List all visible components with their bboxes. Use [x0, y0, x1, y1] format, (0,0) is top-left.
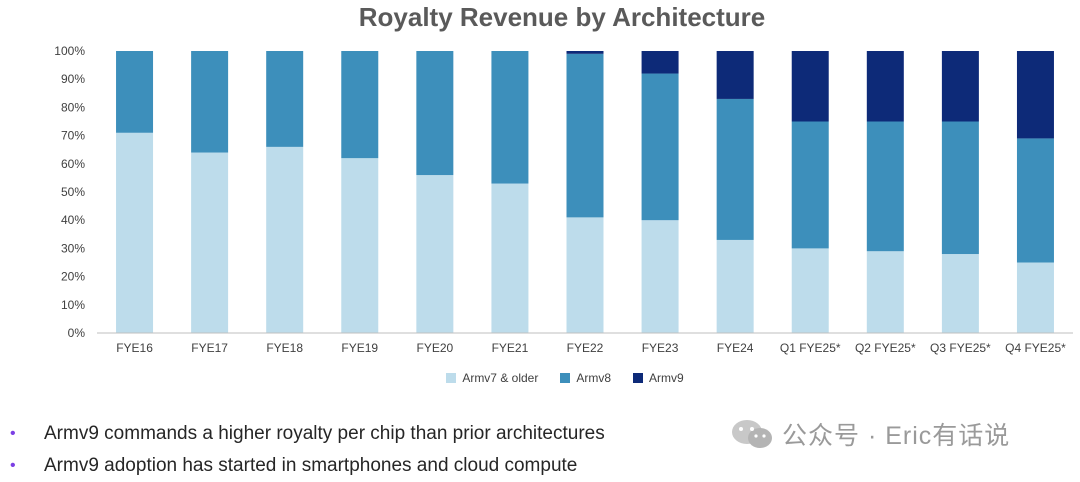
bar-segment-armv8-q2-fye25-: [866, 121, 904, 252]
y-tick-label: 70%: [61, 129, 85, 143]
bar-segment-armv7-older-fye21: [491, 183, 529, 333]
y-tick-label: 10%: [61, 298, 85, 312]
y-tick-label: 40%: [61, 213, 85, 227]
bullet-dot-icon: •: [10, 425, 16, 442]
bar-segment-armv9-q3-fye25-: [941, 51, 979, 122]
legend-item-armv8: Armv8: [560, 371, 611, 385]
bar-segment-armv8-q3-fye25-: [941, 121, 979, 255]
bullet-item: • Armv9 commands a higher royalty per ch…: [10, 418, 605, 450]
bar-segment-armv8-fye17: [191, 51, 229, 153]
legend-swatch-armv7: [446, 373, 457, 383]
bar-segment-armv8-q1-fye25-: [791, 121, 829, 249]
x-tick-label: FYE16: [116, 341, 153, 355]
bar-segment-armv7-older-q4-fye25-: [1016, 262, 1054, 333]
x-tick-label: Q3 FYE25*: [930, 341, 991, 355]
x-tick-label: FYE18: [266, 341, 303, 355]
bullet-list: • Armv9 commands a higher royalty per ch…: [10, 418, 605, 482]
y-tick-label: 50%: [61, 185, 85, 199]
bar-segment-armv8-fye18: [266, 51, 304, 147]
x-tick-label: FYE17: [191, 341, 228, 355]
y-tick-label: 0%: [68, 326, 86, 340]
legend-label-armv9: Armv9: [649, 371, 684, 385]
x-tick-label: FYE19: [341, 341, 378, 355]
y-axis: 0% 10% 20% 30% 40% 50% 60% 70% 80% 90% 100%: [54, 44, 85, 340]
bar-segment-armv9-q1-fye25-: [791, 51, 829, 122]
bar-segment-armv8-fye20: [416, 51, 454, 176]
legend-swatch-armv9: [633, 373, 644, 383]
bar-segment-armv7-older-fye24: [716, 239, 754, 333]
y-tick-label: 30%: [61, 241, 85, 255]
bullet-dot-icon: •: [10, 457, 16, 474]
legend: Armv7 & older Armv8 Armv9: [0, 371, 1080, 385]
x-tick-label: Q4 FYE25*: [1005, 341, 1066, 355]
bar-segment-armv8-fye16: [116, 51, 154, 133]
bullet-item: • Armv9 adoption has started in smartpho…: [10, 450, 605, 482]
bars: [116, 51, 1054, 333]
stacked-bar-chart: 0%10%20%30%40%50%60%70%80%90%100% FYE16 F…: [54, 44, 1073, 355]
x-tick-label: Q2 FYE25*: [855, 341, 916, 355]
legend-label-armv7: Armv7 & older: [462, 371, 539, 385]
bar-segment-armv8-fye22: [566, 53, 604, 218]
legend-item-armv9: Armv9: [633, 371, 684, 385]
watermark: 公众号 · Eric有话说: [730, 416, 1010, 452]
bar-segment-armv7-older-fye19: [341, 158, 379, 333]
y-tick-label: 100%: [54, 44, 85, 58]
bar-segment-armv7-older-q1-fye25-: [791, 248, 829, 333]
y-tick-label: 60%: [61, 157, 85, 171]
x-tick-label: FYE21: [492, 341, 529, 355]
bar-segment-armv7-older-q2-fye25-: [866, 251, 904, 333]
x-tick-label: FYE22: [567, 341, 604, 355]
legend-swatch-armv8: [560, 373, 571, 383]
bar-segment-armv9-q4-fye25-: [1016, 51, 1054, 139]
bar-segment-armv8-fye23: [641, 73, 679, 221]
x-tick-label: Q1 FYE25*: [780, 341, 841, 355]
x-axis: FYE16 FYE17 FYE18 FYE19 FYE20 FYE21 FYE22 FYE23…: [97, 332, 1073, 355]
bar-segment-armv9-fye23: [641, 51, 679, 74]
bar-segment-armv9-fye22: [566, 51, 604, 54]
bar-segment-armv8-q4-fye25-: [1016, 138, 1054, 263]
bar-segment-armv8-fye24: [716, 98, 754, 240]
bullet-text: Armv9 commands a higher royalty per chip…: [44, 423, 605, 444]
watermark-text: 公众号 · Eric有话说: [782, 422, 1011, 450]
legend-item-armv7: Armv7 & older: [446, 371, 538, 385]
bar-segment-armv7-older-q3-fye25-: [941, 254, 979, 333]
bar-segment-armv9-fye24: [716, 51, 754, 99]
wechat-icon: [732, 420, 772, 448]
bar-segment-armv7-older-fye23: [641, 220, 679, 333]
y-tick-label: 80%: [61, 100, 85, 114]
bar-segment-armv7-older-fye20: [416, 175, 454, 333]
legend-label-armv8: Armv8: [576, 371, 612, 385]
bar-segment-armv7-older-fye18: [266, 146, 304, 333]
chart-title: Royalty Revenue by Architecture: [358, 2, 766, 32]
x-tick-label: FYE20: [417, 341, 454, 355]
bar-segment-armv7-older-fye22: [566, 217, 604, 333]
bullet-text: Armv9 adoption has started in smartphone…: [44, 455, 578, 476]
x-tick-label: FYE24: [717, 341, 754, 355]
bar-segment-armv7-older-fye17: [191, 152, 229, 333]
x-tick-label: FYE23: [642, 341, 679, 355]
bar-segment-armv7-older-fye16: [116, 132, 154, 333]
bar-segment-armv8-fye21: [491, 51, 529, 184]
bar-segment-armv9-q2-fye25-: [866, 51, 904, 122]
y-tick-label: 20%: [61, 270, 85, 284]
y-tick-label: 90%: [61, 72, 85, 86]
bar-segment-armv8-fye19: [341, 51, 379, 159]
